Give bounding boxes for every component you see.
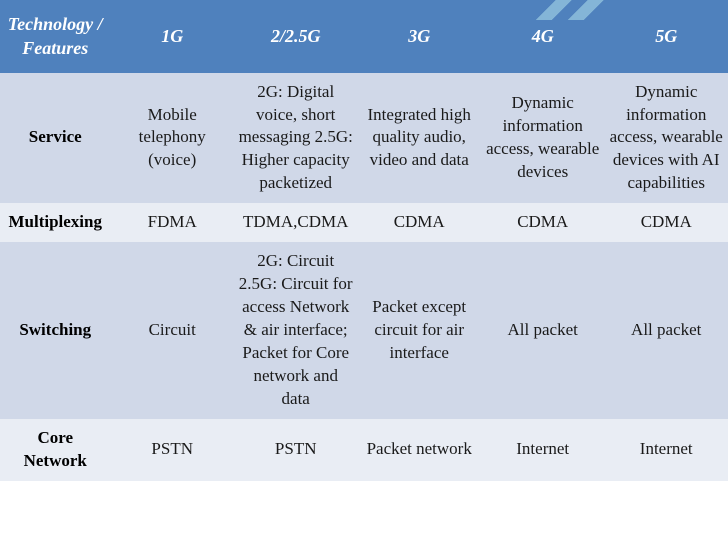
table-body: Service Mobile telephony (voice) 2G: Dig… [0, 73, 728, 481]
cell: Integrated high quality audio, video and… [357, 73, 481, 204]
header-2g: 2/2.5G [234, 0, 358, 73]
cell: Packet network [357, 419, 481, 481]
cell: CDMA [357, 203, 481, 242]
cell: Internet [481, 419, 605, 481]
row-label-service: Service [0, 73, 110, 204]
cell: Circuit [110, 242, 234, 419]
table-row: Switching Circuit 2G: Circuit 2.5G: Circ… [0, 242, 728, 419]
cell: FDMA [110, 203, 234, 242]
header-decoration [448, 0, 728, 20]
cell: Packet except circuit for air interface [357, 242, 481, 419]
table-row: Multiplexing FDMA TDMA,CDMA CDMA CDMA CD… [0, 203, 728, 242]
cell: Dynamic information access, wearable dev… [481, 73, 605, 204]
cell: All packet [481, 242, 605, 419]
row-label-core-network: Core Network [0, 419, 110, 481]
cell: 2G: Digital voice, short messaging 2.5G:… [234, 73, 358, 204]
cell: 2G: Circuit 2.5G: Circuit for access Net… [234, 242, 358, 419]
cell: Internet [604, 419, 728, 481]
header-1g: 1G [110, 0, 234, 73]
table-row: Core Network PSTN PSTN Packet network In… [0, 419, 728, 481]
cell: CDMA [481, 203, 605, 242]
cell: PSTN [110, 419, 234, 481]
row-label-switching: Switching [0, 242, 110, 419]
cell: CDMA [604, 203, 728, 242]
row-label-multiplexing: Multiplexing [0, 203, 110, 242]
comparison-table: Technology / Features 1G 2/2.5G 3G 4G 5G… [0, 0, 728, 481]
header-tech-features: Technology / Features [0, 0, 110, 73]
cell: All packet [604, 242, 728, 419]
cell: Dynamic information access, wearable dev… [604, 73, 728, 204]
table-row: Service Mobile telephony (voice) 2G: Dig… [0, 73, 728, 204]
cell: PSTN [234, 419, 358, 481]
cell: TDMA,CDMA [234, 203, 358, 242]
cell: Mobile telephony (voice) [110, 73, 234, 204]
